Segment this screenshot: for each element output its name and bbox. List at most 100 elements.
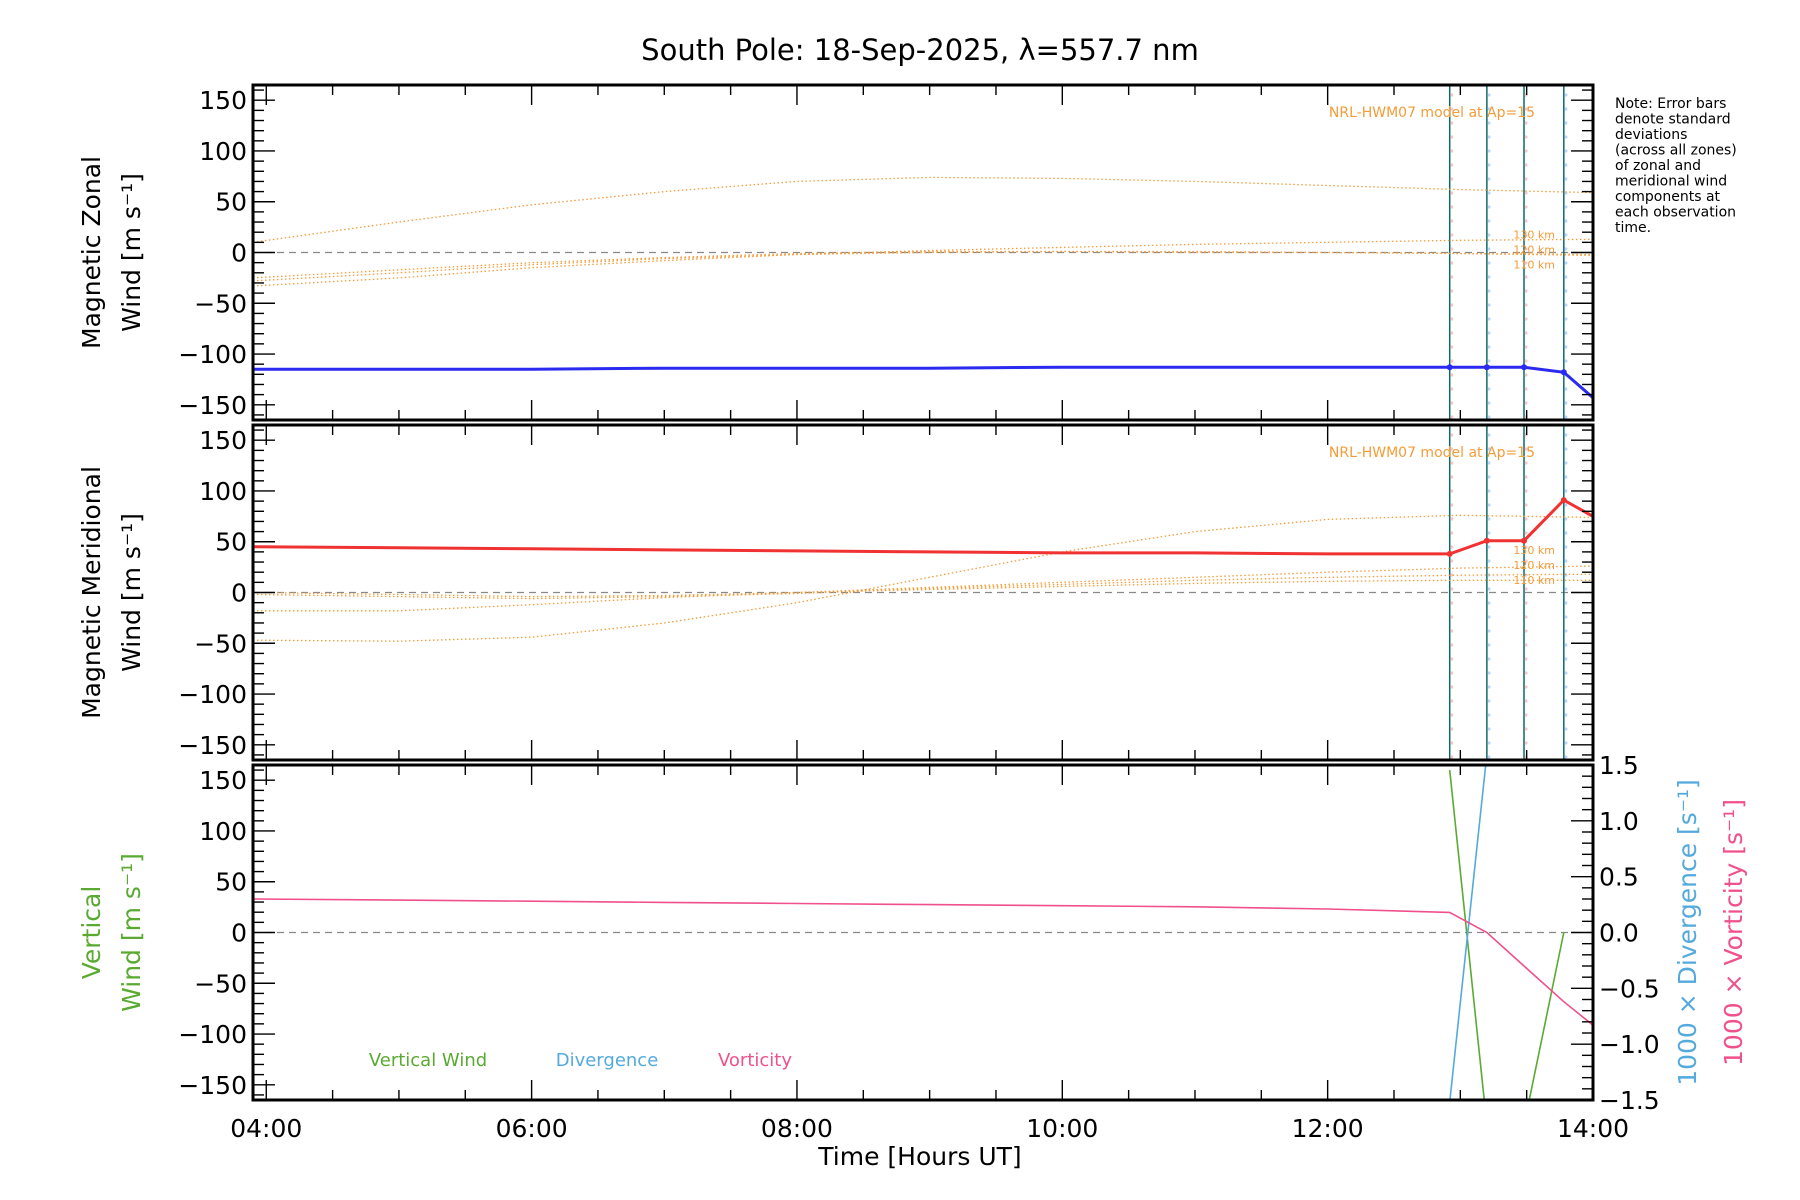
error-bar-dot bbox=[1564, 289, 1568, 293]
error-bar-dot bbox=[1450, 317, 1454, 321]
error-bar-dot bbox=[1450, 387, 1454, 391]
y-tick-label: −100 bbox=[178, 1020, 247, 1049]
observation-point bbox=[1560, 369, 1567, 376]
error-bar-dot bbox=[1487, 741, 1491, 745]
error-bar-dot bbox=[1450, 177, 1454, 181]
y2-tick-label: 0.0 bbox=[1599, 919, 1639, 948]
error-bar-dot bbox=[1487, 699, 1491, 703]
error-bar-dot bbox=[1450, 205, 1454, 209]
error-bar-dot bbox=[1450, 401, 1454, 405]
error-bar-dot bbox=[1524, 177, 1528, 181]
error-bar-dot bbox=[1564, 107, 1568, 111]
error-bar-dot bbox=[1487, 135, 1491, 139]
y-tick-label: 150 bbox=[199, 766, 247, 795]
error-bar-dot bbox=[1487, 587, 1491, 591]
error-bar-dot bbox=[1487, 615, 1491, 619]
error-bar-dot bbox=[1450, 489, 1454, 493]
error-bar-dot bbox=[1524, 275, 1528, 279]
plot-area bbox=[253, 425, 1593, 760]
error-bar-dot bbox=[1487, 373, 1491, 377]
error-bar-dot bbox=[1450, 671, 1454, 675]
error-bar-dot bbox=[1450, 93, 1454, 97]
error-bar-dot bbox=[1487, 415, 1491, 419]
observation-point bbox=[1521, 364, 1528, 371]
error-bar-dot bbox=[1487, 93, 1491, 97]
error-bar-dot bbox=[1450, 699, 1454, 703]
error-bar-dot bbox=[1487, 387, 1491, 391]
divergence-line bbox=[1449, 765, 1487, 1100]
y2-tick-label: 1.0 bbox=[1599, 807, 1639, 836]
error-bar-dot bbox=[1450, 685, 1454, 689]
y-axis-label: Wind [m s⁻¹] bbox=[117, 173, 146, 332]
error-bar-dot bbox=[1524, 545, 1528, 549]
error-bar-dot bbox=[1450, 373, 1454, 377]
error-bar-dot bbox=[1450, 573, 1454, 577]
model-label: NRL-HWM07 model at Ap=15 bbox=[1329, 445, 1535, 461]
error-bar-dot bbox=[1524, 699, 1528, 703]
y-axis-label: Wind [m s⁻¹] bbox=[117, 853, 146, 1012]
error-bar-dot bbox=[1564, 163, 1568, 167]
note-line: of zonal and bbox=[1615, 158, 1701, 174]
error-bar-dot bbox=[1524, 629, 1528, 633]
zonal-wind-line bbox=[253, 365, 1593, 399]
altitude-label: 130 km bbox=[1513, 228, 1555, 241]
altitude-label: 120 km bbox=[1513, 559, 1555, 572]
error-bar-dot bbox=[1450, 149, 1454, 153]
observation-point bbox=[1560, 497, 1567, 504]
plot-area bbox=[253, 765, 1593, 1100]
y-tick-label: −50 bbox=[194, 969, 247, 998]
error-bar-dot bbox=[1524, 531, 1528, 535]
model-wind-line bbox=[253, 250, 1593, 282]
error-bar-dot bbox=[1564, 559, 1568, 563]
note-line: each observation bbox=[1615, 205, 1736, 221]
error-bar-dot bbox=[1524, 247, 1528, 251]
error-bar-dot bbox=[1450, 219, 1454, 223]
observation-point bbox=[1521, 537, 1528, 544]
error-bar-dot bbox=[1487, 461, 1491, 465]
error-bar-dot bbox=[1524, 107, 1528, 111]
x-tick-label: 08:00 bbox=[761, 1114, 833, 1143]
y-tick-label: 100 bbox=[199, 477, 247, 506]
error-bar-dot bbox=[1524, 205, 1528, 209]
error-bar-dot bbox=[1564, 685, 1568, 689]
y-tick-label: −150 bbox=[178, 731, 247, 760]
error-bar-dot bbox=[1450, 275, 1454, 279]
error-bar-dot bbox=[1450, 289, 1454, 293]
error-bar-dot bbox=[1487, 517, 1491, 521]
error-bar-dot bbox=[1450, 755, 1454, 759]
plot-area bbox=[253, 85, 1593, 420]
error-bar-dot bbox=[1524, 373, 1528, 377]
error-bar-dot bbox=[1524, 587, 1528, 591]
legend-entry: Divergence bbox=[556, 1050, 659, 1071]
error-bar-dot bbox=[1487, 559, 1491, 563]
error-bar-dot bbox=[1487, 107, 1491, 111]
observation-point bbox=[1483, 364, 1490, 371]
error-bar-dot bbox=[1564, 461, 1568, 465]
error-bar-dot bbox=[1450, 191, 1454, 195]
y-tick-label: −50 bbox=[194, 629, 247, 658]
error-bar-dot bbox=[1487, 685, 1491, 689]
error-bar-dot bbox=[1524, 359, 1528, 363]
error-bar-dot bbox=[1564, 303, 1568, 307]
error-bar-dot bbox=[1564, 629, 1568, 633]
note-line: deviations bbox=[1615, 127, 1687, 143]
error-bar-dot bbox=[1487, 275, 1491, 279]
altitude-label: 130 km bbox=[1513, 544, 1555, 557]
error-bar-dot bbox=[1450, 461, 1454, 465]
error-bar-dot bbox=[1524, 317, 1528, 321]
error-bar-dot bbox=[1524, 713, 1528, 717]
error-bar-dot bbox=[1487, 205, 1491, 209]
error-bar-dot bbox=[1487, 303, 1491, 307]
legend-entry: Vorticity bbox=[718, 1050, 792, 1071]
error-bar-dot bbox=[1487, 643, 1491, 647]
y-axis-label: Magnetic Zonal bbox=[77, 156, 106, 349]
error-bar-dot bbox=[1564, 531, 1568, 535]
error-bar-dot bbox=[1524, 559, 1528, 563]
error-bar-dot bbox=[1450, 475, 1454, 479]
y2-tick-label: −0.5 bbox=[1599, 974, 1660, 1003]
altitude-label: 120 km bbox=[1513, 243, 1555, 256]
model-wind-line bbox=[253, 250, 1593, 279]
chart-title: South Pole: 18-Sep-2025, λ=557.7 nm bbox=[641, 33, 1199, 67]
panel-frame bbox=[251, 423, 1595, 762]
y-tick-label: 100 bbox=[199, 137, 247, 166]
